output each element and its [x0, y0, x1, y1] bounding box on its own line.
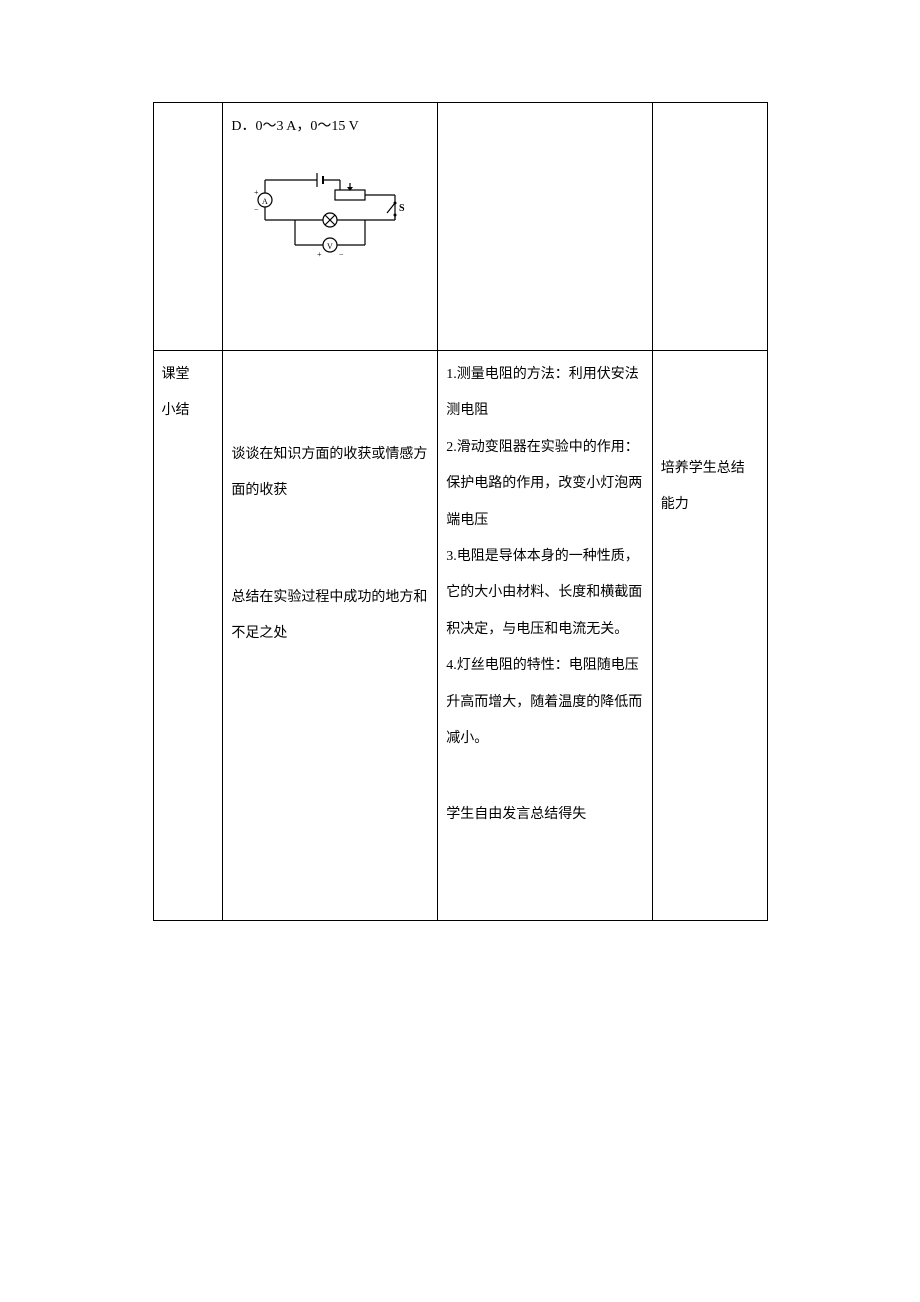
voltmeter-plus: +: [317, 250, 322, 259]
row2-col1: 课堂 小结: [153, 351, 223, 921]
purpose-text: 培养学生总结能力: [661, 451, 759, 524]
summary-item-3: 3.电阻是导体本身的一种性质，它的大小由材料、长度和横截面积决定，与电压和电流无…: [446, 539, 643, 648]
svg-text:V: V: [327, 242, 333, 251]
row2-col4: 培养学生总结能力: [652, 351, 767, 921]
ammeter-plus: +: [254, 188, 259, 197]
row1-col2: D．0～3 A，0～15 V: [223, 103, 438, 351]
teacher-prompt-1: 谈谈在知识方面的收获或情感方面的收获: [231, 437, 429, 510]
teacher-prompt-2: 总结在实验过程中成功的地方和不足之处: [231, 580, 429, 653]
summary-item-4: 4.灯丝电阻的特性：电阻随电压升高而增大，随着温度的降低而减小。: [446, 648, 643, 757]
circuit-diagram: S A + −: [245, 165, 415, 265]
section-label-line1: 课堂: [162, 357, 215, 393]
summary-item-5: 学生自由发言总结得失: [446, 797, 643, 833]
row1-col3: [438, 103, 652, 351]
summary-item-2: 2.滑动变阻器在实验中的作用：保护电路的作用，改变小灯泡两端电压: [446, 430, 643, 539]
switch-label: S: [399, 203, 405, 214]
ammeter-minus: −: [254, 205, 259, 214]
lesson-table: D．0～3 A，0～15 V: [153, 102, 768, 921]
row1-col1: [153, 103, 223, 351]
summary-item-1: 1.测量电阻的方法：利用伏安法测电阻: [446, 357, 643, 430]
row1-col4: [652, 103, 767, 351]
row2-col2: 谈谈在知识方面的收获或情感方面的收获 总结在实验过程中成功的地方和不足之处: [223, 351, 438, 921]
voltmeter-minus: −: [339, 250, 344, 259]
svg-text:A: A: [262, 197, 268, 206]
section-label-line2: 小结: [162, 393, 215, 429]
option-d-text: D．0～3 A，0～15 V: [231, 109, 429, 145]
row2-col3: 1.测量电阻的方法：利用伏安法测电阻 2.滑动变阻器在实验中的作用：保护电路的作…: [438, 351, 652, 921]
